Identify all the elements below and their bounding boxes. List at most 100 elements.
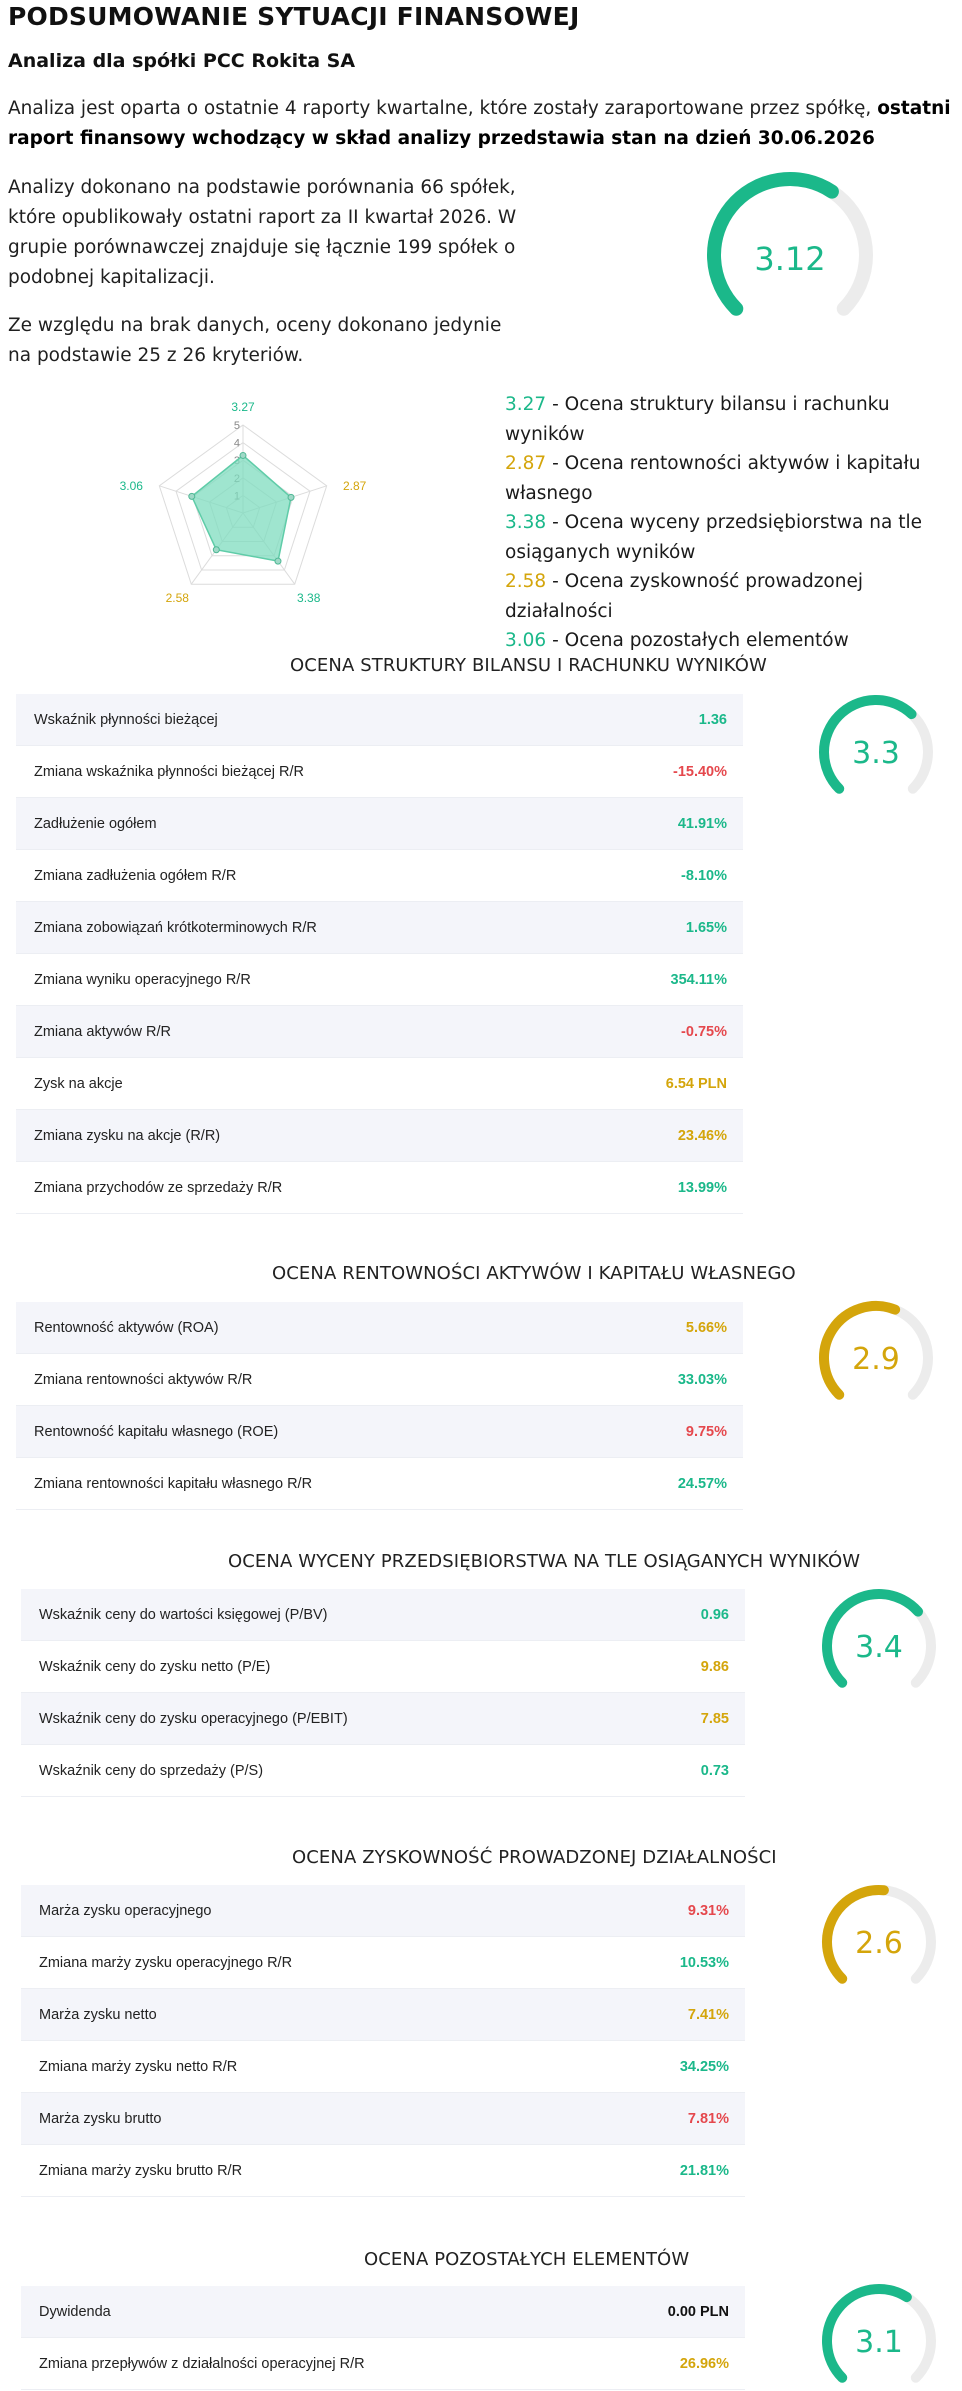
metric-label: Wskaźnik ceny do zysku netto (P/E) xyxy=(21,1640,593,1693)
overall-score-gauge: 3.12 xyxy=(707,172,873,316)
legend-item: 3.27 - Ocena struktury bilansu i rachunk… xyxy=(505,390,955,449)
table-row: Zmiana rentowności kapitału własnego R/R… xyxy=(16,1457,743,1510)
radar-scale-label: 5 xyxy=(234,420,240,432)
metric-label: Zysk na akcje xyxy=(16,1057,591,1110)
metric-label: Zmiana zadłużenia ogółem R/R xyxy=(16,849,591,902)
radar-axis-label: 3.27 xyxy=(231,400,255,414)
metric-label: Wskaźnik płynności bieżącej xyxy=(16,694,591,746)
gauge-fill xyxy=(819,1301,901,1400)
metric-label: Marża zysku operacyjnego xyxy=(21,1885,593,1937)
metric-value: 24.57% xyxy=(591,1457,743,1510)
metrics-table: Marża zysku operacyjnego 9.31% Zmiana marż… xyxy=(21,1885,745,2197)
gauge-fill xyxy=(822,1885,889,1984)
metric-label: Zmiana wskaźnika płynności bieżącej R/R xyxy=(16,745,591,798)
section-score-value: 3.3 xyxy=(852,736,900,771)
section-score-gauge: 2.9 xyxy=(819,1301,933,1400)
score-legend: 3.27 - Ocena struktury bilansu i rachunk… xyxy=(505,390,955,656)
metric-value: 33.03% xyxy=(591,1353,743,1406)
intro-paragraph-1: Analiza jest oparta o ostatnie 4 raporty… xyxy=(8,94,953,154)
section-title: OCENA STRUKTURY BILANSU I RACHUNKU WYNIK… xyxy=(290,655,767,676)
section-score-value: 3.1 xyxy=(855,2325,903,2360)
metric-label: Zmiana marży zysku brutto R/R xyxy=(21,2144,593,2197)
table-row: Wskaźnik ceny do zysku operacyjnego (P/E… xyxy=(21,1692,745,1745)
legend-item: 3.38 - Ocena wyceny przedsiębiorstwa na … xyxy=(505,508,955,567)
table-row: Zmiana zobowiązań krótkoterminowych R/R 1… xyxy=(16,901,743,954)
table-row: Zmiana marży zysku netto R/R 34.25% xyxy=(21,2040,745,2093)
table-row: Zmiana wyniku operacyjnego R/R 354.11% xyxy=(16,953,743,1006)
metric-label: Zmiana zobowiązań krótkoterminowych R/R xyxy=(16,901,591,954)
table-row: Zmiana rentowności aktywów R/R 33.03% xyxy=(16,1353,743,1406)
metric-value: 21.81% xyxy=(593,2144,745,2197)
table-row: Wskaźnik ceny do zysku netto (P/E) 9.86 xyxy=(21,1640,745,1693)
table-row: Zmiana aktywów R/R -0.75% xyxy=(16,1005,743,1058)
metric-value: 13.99% xyxy=(591,1161,743,1214)
intro-p1-text: Analiza jest oparta o ostatnie 4 raporty… xyxy=(8,98,878,119)
overall-score-value: 3.12 xyxy=(754,240,825,278)
table-row: Zmiana marży zysku operacyjnego R/R 10.53… xyxy=(21,1936,745,1989)
radar-grid-ring xyxy=(175,441,311,571)
metric-label: Zmiana marży zysku netto R/R xyxy=(21,2040,593,2093)
section-score-value: 3.4 xyxy=(855,1630,903,1665)
company-line: Analiza dla spółki PCC Rokita SA xyxy=(8,50,356,72)
legend-item-score: 2.58 xyxy=(505,571,547,592)
metric-label: Zadłużenie ogółem xyxy=(16,797,591,850)
table-row: Rentowność aktywów (ROA) 5.66% xyxy=(16,1302,743,1354)
section-score-gauge: 3.4 xyxy=(822,1589,936,1688)
metric-value: 26.96% xyxy=(593,2337,745,2390)
gauge-fill xyxy=(819,695,917,794)
metric-label: Zmiana wyniku operacyjnego R/R xyxy=(16,953,591,1006)
metric-value: 354.11% xyxy=(591,953,743,1006)
radar-chart: 12345 3.272.873.382.583.06 xyxy=(120,400,367,605)
metric-label: Zmiana aktywów R/R xyxy=(16,1005,591,1058)
table-row: Wskaźnik płynności bieżącej 1.36 xyxy=(16,694,743,746)
legend-item-score: 2.87 xyxy=(505,453,547,474)
metrics-table: Wskaźnik płynności bieżącej 1.36 Zmiana ws… xyxy=(16,694,743,1214)
metric-label: Marża zysku brutto xyxy=(21,2092,593,2145)
metric-value: 7.41% xyxy=(593,1988,745,2041)
section-title: OCENA POZOSTAŁYCH ELEMENTÓW xyxy=(364,2249,690,2270)
table-row: Zmiana zysku na akcje (R/R) 23.46% xyxy=(16,1109,743,1162)
table-row: Marża zysku operacyjnego 9.31% xyxy=(21,1885,745,1937)
table-row: Zmiana marży zysku brutto R/R 21.81% xyxy=(21,2144,745,2197)
metric-value: -15.40% xyxy=(591,745,743,798)
metric-label: Wskaźnik ceny do zysku operacyjnego (P/E… xyxy=(21,1692,593,1745)
metric-value: -8.10% xyxy=(591,849,743,902)
metric-value: 9.31% xyxy=(593,1885,745,1937)
intro-p1-bold: ostatni raport finansowy wchodzący w skł… xyxy=(8,98,951,149)
radar-axis-label: 2.87 xyxy=(343,479,367,493)
legend-item-label: - Ocena pozostałych elementów xyxy=(546,630,849,651)
table-row: Zmiana zadłużenia ogółem R/R -8.10% xyxy=(16,849,743,902)
radar-scale-label: 4 xyxy=(234,438,240,450)
radar-axis-label: 3.06 xyxy=(120,479,144,493)
section-score-value: 2.6 xyxy=(855,1926,903,1961)
metric-label: Wskaźnik ceny do sprzedaży (P/S) xyxy=(21,1744,593,1797)
metric-value: 7.85 xyxy=(593,1692,745,1745)
metric-label: Zmiana rentowności aktywów R/R xyxy=(16,1353,591,1406)
section-score-gauge: 3.1 xyxy=(822,2284,936,2383)
metric-value: 0.73 xyxy=(593,1744,745,1797)
radar-points xyxy=(188,451,295,565)
radar-area xyxy=(190,454,292,562)
legend-item-score: 3.06 xyxy=(505,630,547,651)
table-row: Zysk na akcje 6.54 PLN xyxy=(16,1057,743,1110)
gauge-fill xyxy=(822,1589,924,1688)
metric-value: 10.53% xyxy=(593,1936,745,1989)
metric-label: Rentowność aktywów (ROA) xyxy=(16,1302,591,1354)
metric-value: 7.81% xyxy=(593,2092,745,2145)
metric-label: Marża zysku netto xyxy=(21,1988,593,2041)
metric-label: Zmiana zysku na akcje (R/R) xyxy=(16,1109,591,1162)
metric-value: 0.00 PLN xyxy=(593,2286,745,2338)
metric-value: -0.75% xyxy=(591,1005,743,1058)
metric-value: 5.66% xyxy=(591,1302,743,1354)
metrics-table: Rentowność aktywów (ROA) 5.66% Zmiana rent… xyxy=(16,1302,743,1510)
table-row: Wskaźnik ceny do wartości księgowej (P/B… xyxy=(21,1589,745,1641)
radar-point xyxy=(212,546,220,554)
metric-value: 41.91% xyxy=(591,797,743,850)
table-row: Zmiana wskaźnika płynności bieżącej R/R -… xyxy=(16,745,743,798)
table-row: Marża zysku brutto 7.81% xyxy=(21,2092,745,2145)
page-title: PODSUMOWANIE SYTUACJI FINANSOWEJ xyxy=(8,2,580,31)
metric-value: 1.65% xyxy=(591,901,743,954)
legend-item-label: - Ocena wyceny przedsiębiorstwa na tle o… xyxy=(505,512,922,563)
section-title: OCENA WYCENY PRZEDSIĘBIORSTWA NA TLE OSI… xyxy=(228,1551,861,1572)
metric-label: Rentowność kapitału własnego (ROE) xyxy=(16,1405,591,1458)
